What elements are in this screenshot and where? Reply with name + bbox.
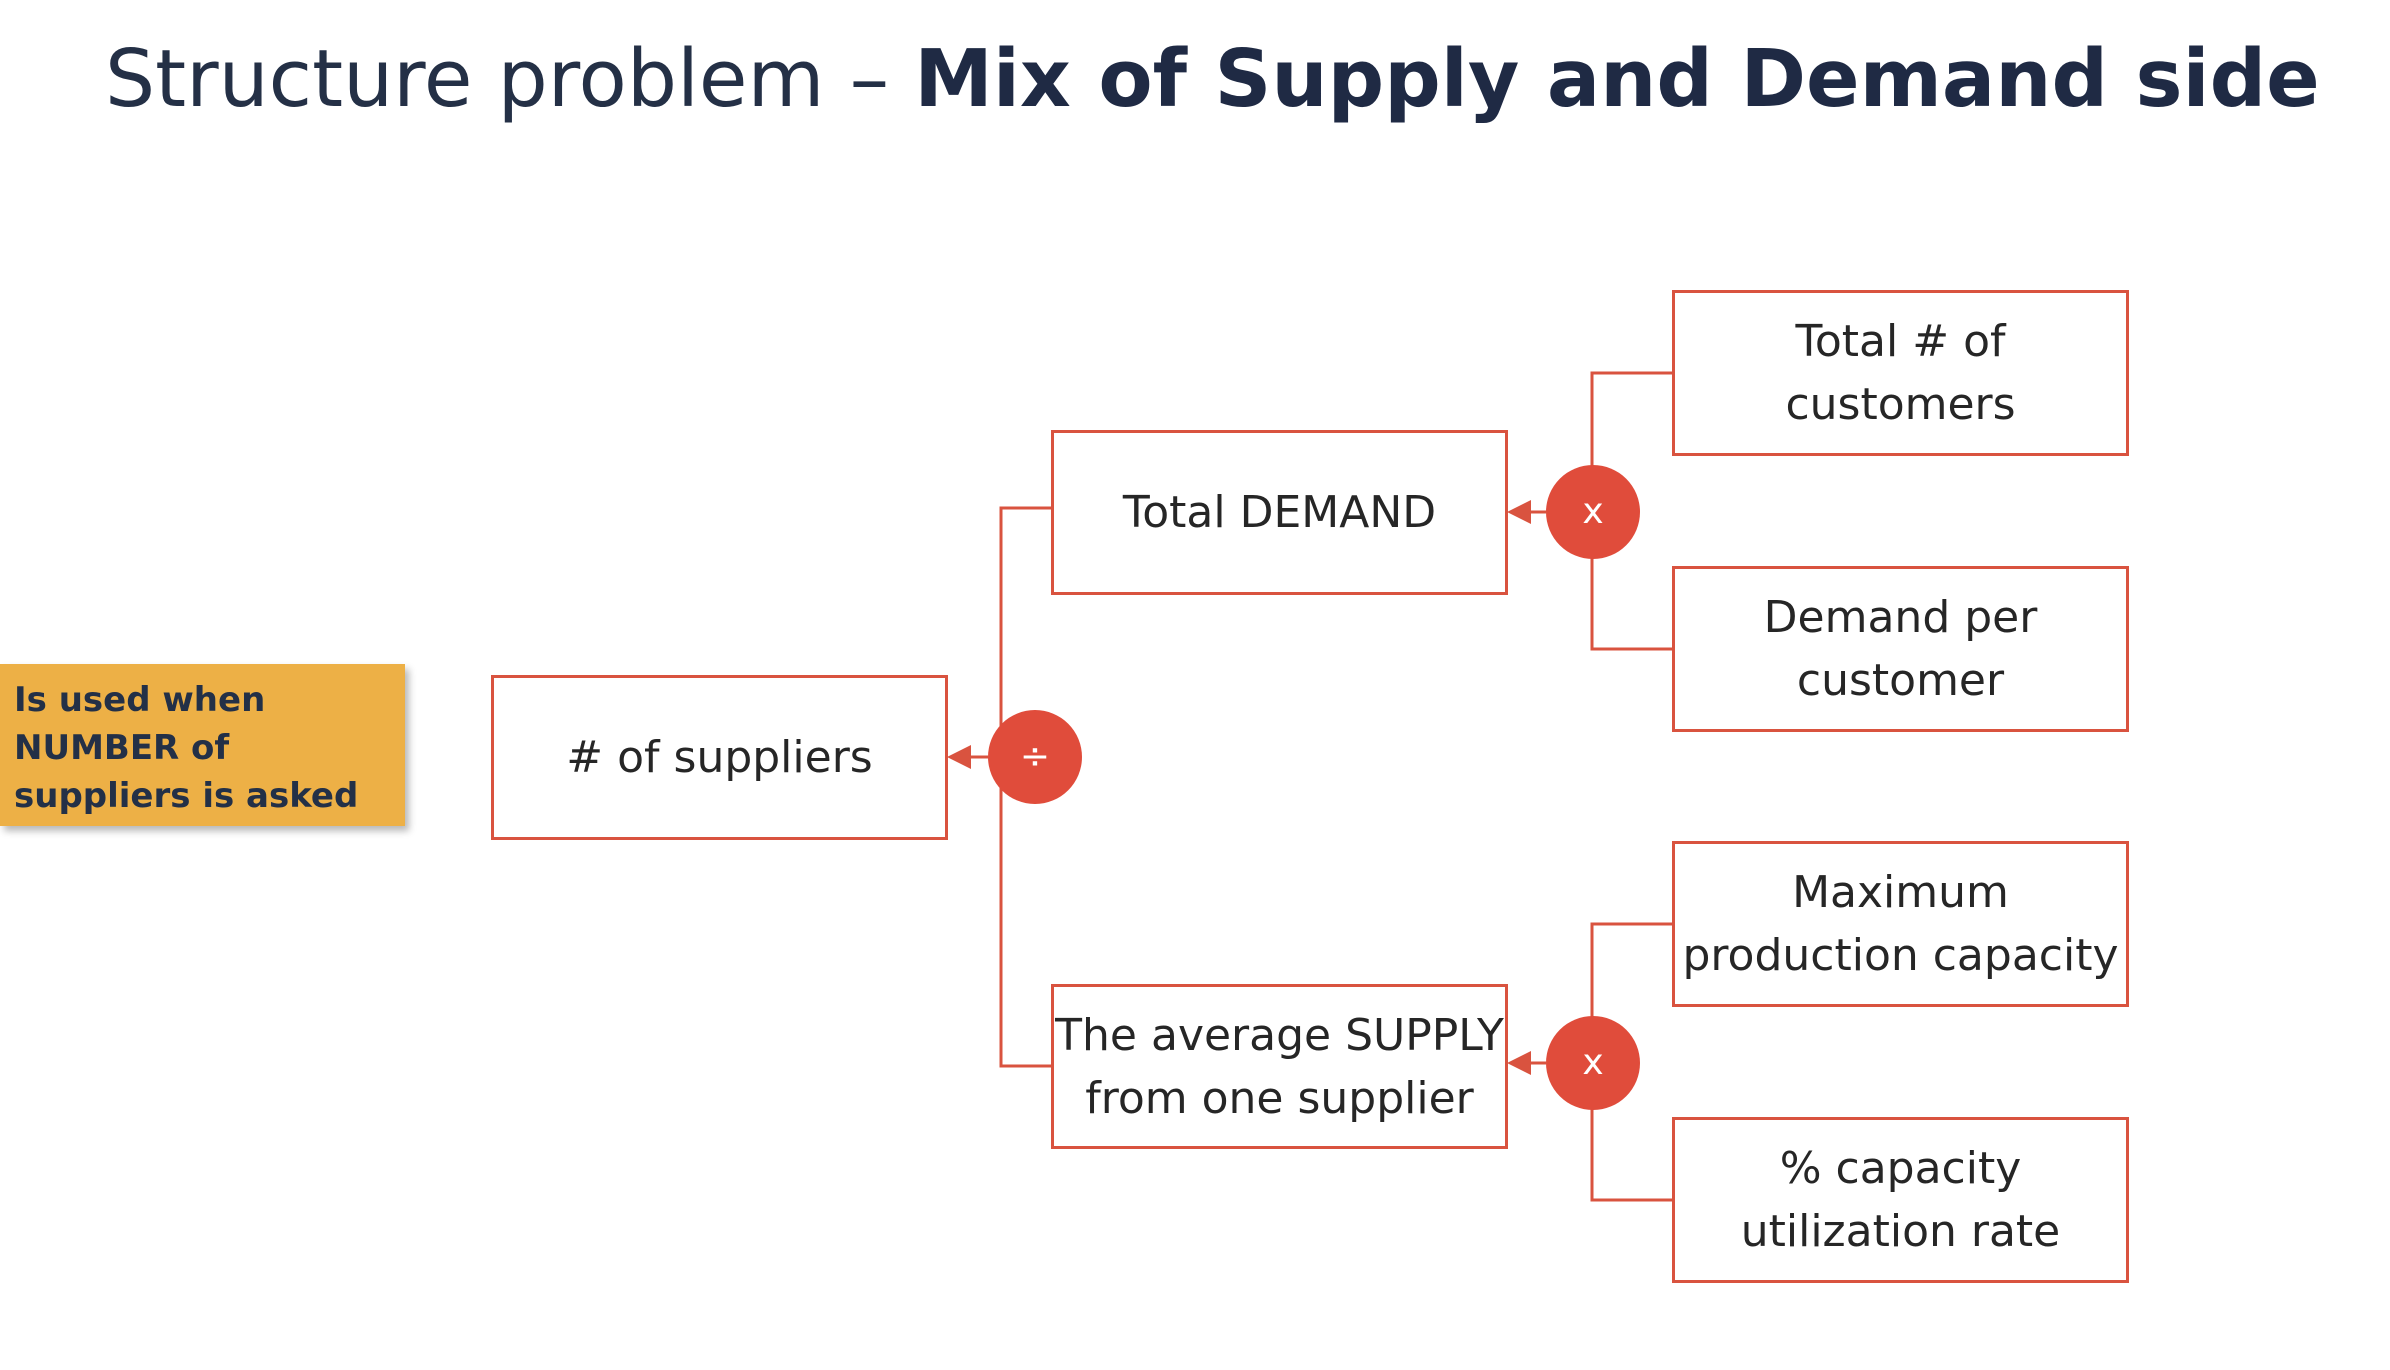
leaf-line: utilization rate [1740, 1206, 2061, 1257]
leaf-max-production-capacity: Maximum production capacity [1672, 841, 2129, 1007]
leaf-line: Demand per [1763, 592, 2038, 643]
root-node-suppliers: # of suppliers [491, 675, 948, 840]
node-average-supply-line: from one supplier [1085, 1072, 1474, 1124]
multiply-operator-symbol: x [1582, 1042, 1604, 1083]
multiply-operator-icon: x [1546, 1016, 1640, 1110]
node-total-demand: Total DEMAND [1051, 430, 1508, 595]
root-node-label: # of suppliers [566, 732, 873, 783]
usage-note-line: NUMBER of [14, 728, 230, 768]
leaf-capacity-utilization-rate: % capacity utilization rate [1672, 1117, 2129, 1283]
leaf-line: customers [1785, 379, 2016, 430]
multiply-operator-symbol: x [1582, 491, 1604, 532]
node-total-demand-label: Total DEMAND [1122, 487, 1437, 538]
leaf-line: customer [1796, 655, 2005, 706]
slide-title: Structure problem – Mix of Supply and De… [105, 24, 2320, 134]
leaf-line: % capacity [1779, 1143, 2022, 1194]
leaf-total-customers: Total # of customers [1672, 290, 2129, 456]
node-average-supply: The average SUPPLY from one supplier [1051, 984, 1508, 1149]
divide-operator-symbol: ÷ [1019, 736, 1051, 777]
title-bold: Mix of Supply and Demand side [914, 33, 2320, 125]
leaf-line: Total # of [1795, 316, 2006, 367]
leaf-demand-per-customer: Demand per customer [1672, 566, 2129, 732]
divide-operator-icon: ÷ [988, 710, 1082, 804]
leaf-line: Maximum [1792, 867, 2009, 918]
usage-note-line: Is used when [14, 680, 266, 720]
leaf-line: production capacity [1682, 930, 2119, 981]
multiply-operator-icon: x [1546, 465, 1640, 559]
usage-note: Is used when NUMBER of suppliers is aske… [0, 664, 405, 826]
title-regular: Structure problem – [105, 33, 915, 125]
node-average-supply-line: The average SUPPLY [1055, 1009, 1504, 1061]
usage-note-line: suppliers is asked [14, 776, 359, 816]
